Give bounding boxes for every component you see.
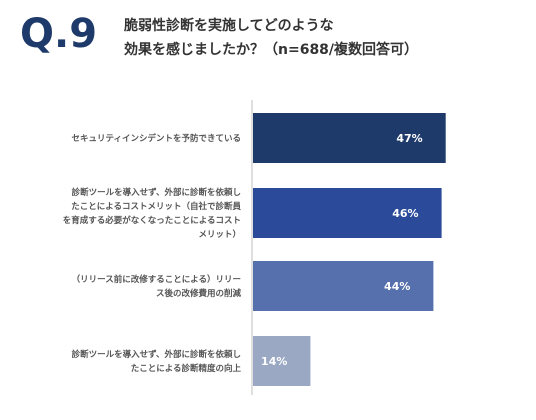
bar [253, 188, 442, 238]
question-number: Q.9 [20, 11, 98, 57]
category-label-line: メリット） [198, 229, 241, 240]
bar [253, 336, 311, 386]
category-label-line: たことによる診断精度の向上 [131, 363, 242, 374]
bar [253, 261, 434, 311]
bar-value-label: 14% [261, 355, 287, 368]
question-title: 脆弱性診断を実施してどのような 効果を感じましたか？（n=688/複数回答可） [124, 14, 418, 62]
bar [253, 113, 446, 163]
bar-value-label: 44% [384, 280, 410, 293]
question-title-line-2: 効果を感じましたか？（n=688/複数回答可） [124, 42, 419, 58]
category-label: 診断ツールを導入せず、外部に診断を依頼したことによるコストメリット（自社で診断員… [63, 187, 242, 240]
category-label-line: セキュリティインシデントを予防できている [72, 133, 242, 144]
question-title-line-1: 脆弱性診断を実施してどのような [124, 18, 334, 34]
category-label-line: 診断ツールを導入せず、外部に診断を依頼し [72, 349, 241, 360]
category-label-line: たことによるコストメリット（自社で診断員 [71, 201, 241, 212]
category-label-line: ス後の改修費用の削減 [156, 288, 242, 299]
category-label: セキュリティインシデントを予防できている [72, 133, 242, 144]
category-label: 診断ツールを導入せず、外部に診断を依頼したことによる診断精度の向上 [72, 349, 242, 374]
bar-value-label: 46% [392, 207, 418, 220]
category-label: （リリース前に改修することによる）リリース後の改修費用の削減 [72, 274, 242, 299]
bar-value-label: 47% [396, 132, 422, 145]
category-label-line: 診断ツールを導入せず、外部に診断を依頼し [72, 187, 241, 198]
category-label-line: （リリース前に改修することによる）リリー [72, 274, 241, 285]
category-label-line: を育成する必要がなくなったことによるコスト [63, 215, 241, 226]
